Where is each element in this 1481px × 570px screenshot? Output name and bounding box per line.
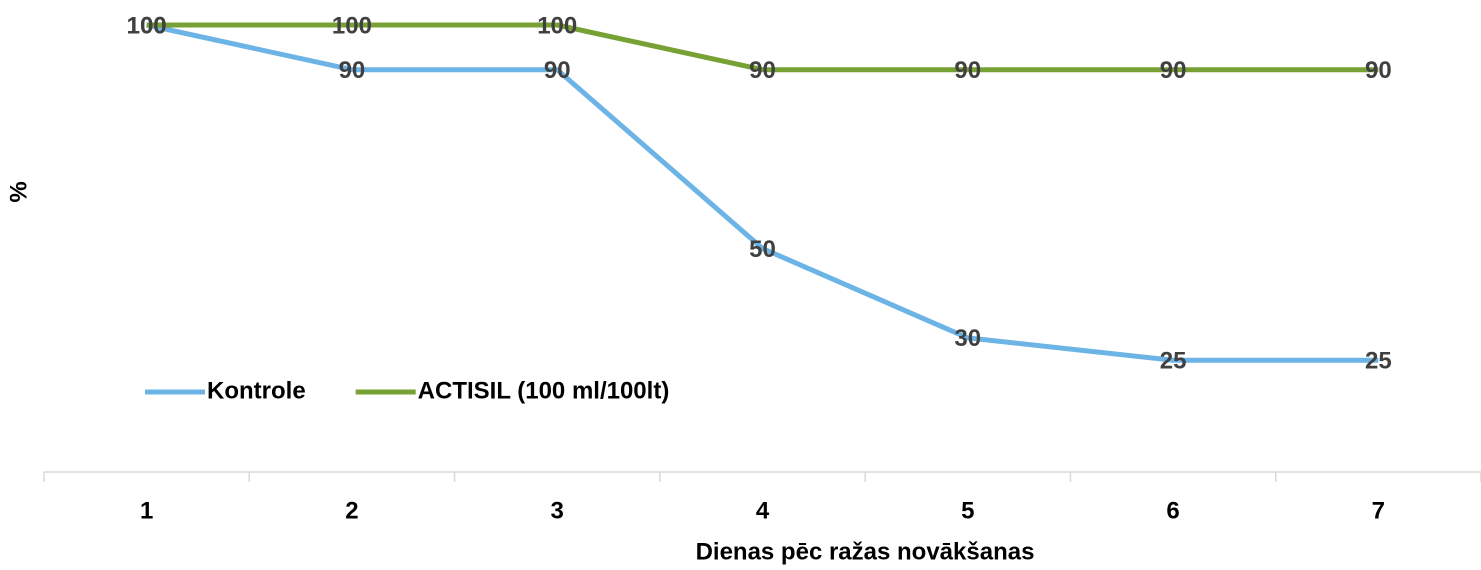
legend-label: Kontrole — [207, 377, 306, 404]
x-tick-label: 3 — [551, 497, 564, 524]
x-tick-label: 7 — [1372, 497, 1385, 524]
data-label: 90 — [1365, 57, 1392, 84]
line-series — [146, 22, 1379, 73]
data-label: 100 — [537, 12, 577, 39]
data-label: 90 — [749, 57, 776, 84]
data-label: 30 — [954, 325, 981, 352]
data-label: 90 — [544, 57, 571, 84]
data-label: 25 — [1160, 348, 1187, 375]
data-label: 90 — [1160, 57, 1187, 84]
legend-label: ACTISIL (100 ml/100lt) — [418, 377, 670, 404]
x-tick-label: 6 — [1166, 497, 1179, 524]
data-label: 25 — [1365, 348, 1392, 375]
x-axis-label: Dienas pēc ražas novākšanas — [696, 538, 1035, 565]
data-label: 50 — [749, 236, 776, 263]
y-axis-label: % — [5, 181, 32, 202]
data-label: 100 — [127, 12, 167, 39]
x-tick-label: 4 — [756, 497, 770, 524]
data-label: 90 — [339, 57, 366, 84]
data-label: 90 — [954, 57, 981, 84]
line-series — [146, 22, 1379, 363]
x-tick-label: 5 — [961, 497, 974, 524]
data-label: 100 — [127, 12, 167, 39]
x-tick-label: 2 — [345, 497, 358, 524]
x-tick-label: 1 — [140, 497, 153, 524]
data-label: 100 — [332, 12, 372, 39]
